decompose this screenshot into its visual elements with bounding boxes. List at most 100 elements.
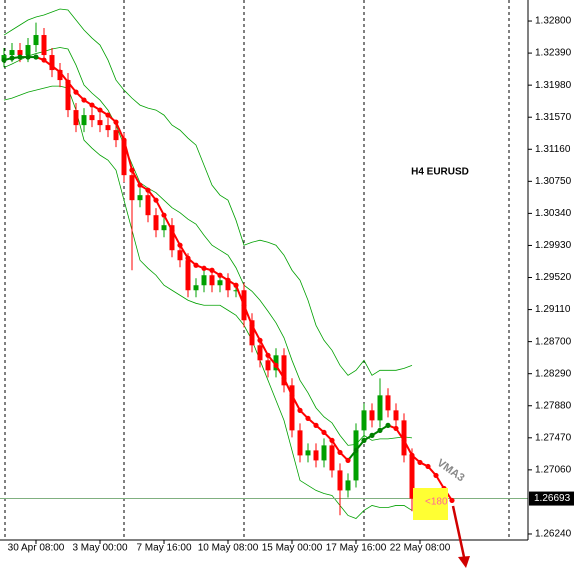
band-lower (3, 85, 413, 519)
candle-body (33, 35, 39, 46)
band-middle (3, 47, 413, 446)
series-point (41, 57, 47, 63)
series-point (209, 267, 215, 273)
candle-body (345, 480, 351, 491)
series-point (345, 457, 351, 463)
series-point (257, 337, 263, 343)
series-point (385, 422, 391, 428)
series-segment (283, 377, 293, 396)
series-point (321, 429, 327, 436)
arrow (451, 505, 466, 558)
candle-body (249, 320, 255, 346)
series-point (329, 437, 335, 443)
series-point (281, 375, 287, 381)
y-tick-label: 1.26240 (535, 529, 572, 540)
candle-body (49, 55, 55, 71)
candle-body (321, 445, 327, 461)
candle-body (385, 395, 391, 411)
series-point (105, 112, 111, 118)
y-tick-label: 1.28700 (535, 336, 572, 347)
candle-body (289, 385, 295, 431)
series-segment (259, 339, 269, 356)
y-tick-label: 1.30340 (535, 208, 572, 219)
annotation: <180 (425, 497, 448, 508)
series-point (225, 277, 231, 283)
candle-body (409, 455, 415, 499)
y-tick-label: 1.27060 (535, 465, 572, 476)
series-segment (123, 139, 133, 171)
candle-body (377, 395, 383, 421)
candle-body (209, 275, 215, 286)
candle-body (41, 35, 47, 56)
y-tick-label: 1.31980 (535, 80, 572, 91)
candle-body (57, 70, 63, 81)
series-point (313, 422, 319, 428)
y-tick-label: 1.30750 (535, 176, 572, 187)
arrow-head (458, 556, 470, 568)
candle-body (393, 410, 399, 421)
x-tick-label: 15 May 00:00 (262, 543, 323, 554)
series-point (33, 54, 39, 60)
series-point (193, 262, 199, 268)
y-tick-label: 1.31160 (535, 144, 571, 155)
candle-body (129, 175, 135, 201)
candle-body (313, 450, 319, 461)
series-point (361, 437, 367, 443)
x-tick-label: 17 May 16:00 (326, 543, 387, 554)
series-segment (115, 121, 125, 141)
candle-body (353, 430, 359, 481)
series-point (81, 97, 87, 103)
series-point (137, 182, 143, 188)
y-tick-label: 1.32390 (535, 48, 572, 59)
candle-body (177, 250, 183, 261)
series-point (409, 452, 415, 458)
y-tick-label: 1.28290 (535, 368, 572, 379)
candle-body (25, 45, 31, 56)
series-point (57, 69, 63, 75)
plot-layer (0, 8, 528, 519)
candle-body (137, 195, 143, 201)
y-tick-label: 1.27470 (535, 432, 572, 443)
series-point (425, 463, 431, 470)
candle-body (161, 225, 167, 231)
candle-body (65, 80, 71, 111)
candle-body (361, 410, 367, 431)
candle-body (105, 125, 111, 131)
series-point (233, 282, 239, 288)
series-point (297, 407, 303, 413)
series-point (337, 449, 343, 456)
series-point (25, 54, 31, 60)
annotation-box (413, 488, 448, 520)
series-point (393, 425, 399, 432)
candle-body (97, 120, 103, 126)
series-segment (155, 199, 165, 216)
series-point (433, 472, 439, 479)
candle-body (145, 195, 151, 216)
candle-body (201, 275, 207, 286)
y-tick-label: 1.27880 (535, 400, 572, 411)
candle-body (217, 280, 223, 286)
y-tick-label: 1.29520 (535, 272, 572, 283)
y-tick-label: 1.32800 (535, 16, 572, 27)
series-point (217, 272, 223, 278)
series-point (1, 57, 7, 63)
series-point (249, 322, 255, 328)
series-segment (171, 229, 181, 246)
series-segment (235, 284, 245, 306)
series-point (305, 415, 311, 422)
series-point (17, 54, 23, 60)
series-segment (163, 214, 173, 231)
candle-body (265, 360, 271, 371)
series-point (129, 167, 135, 173)
candle-body (257, 345, 263, 361)
series-point (145, 187, 151, 193)
x-tick-label: 10 May 08:00 (198, 543, 259, 554)
candle-body (337, 470, 343, 491)
series-point (161, 212, 167, 218)
series-point (265, 352, 271, 358)
series-point (449, 497, 455, 504)
series-segment (251, 324, 261, 341)
series-point (49, 63, 55, 69)
